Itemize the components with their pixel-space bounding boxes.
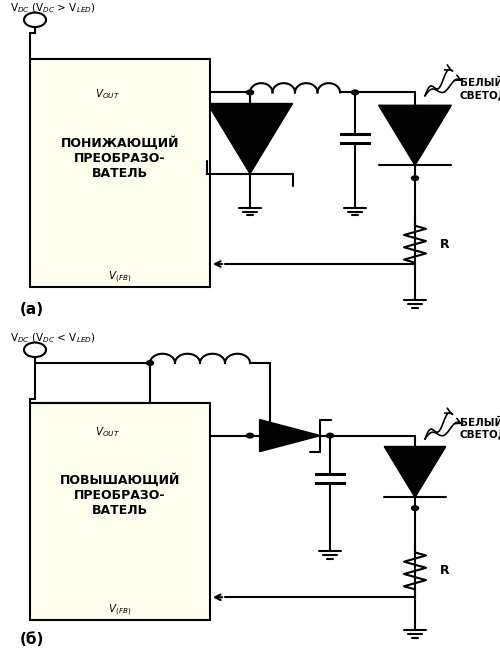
Circle shape	[146, 360, 154, 366]
Text: V$_{OUT}$: V$_{OUT}$	[95, 426, 120, 439]
Polygon shape	[384, 446, 446, 498]
Circle shape	[246, 433, 254, 438]
Text: БЕЛЫЙ
СВЕТОДИОД: БЕЛЫЙ СВЕТОДИОД	[460, 418, 500, 440]
Text: V$_{DC}$ (V$_{DC}$ > V$_{LED}$): V$_{DC}$ (V$_{DC}$ > V$_{LED}$)	[10, 1, 96, 15]
Text: R: R	[440, 238, 450, 251]
Text: V$_{(FB)}$: V$_{(FB)}$	[108, 269, 132, 285]
Polygon shape	[260, 420, 320, 451]
Text: (а): (а)	[20, 302, 44, 317]
Circle shape	[352, 90, 358, 94]
Text: V$_{(FB)}$: V$_{(FB)}$	[108, 603, 132, 618]
Circle shape	[326, 433, 334, 438]
Polygon shape	[378, 105, 452, 166]
Text: V$_{OUT}$: V$_{OUT}$	[95, 87, 120, 101]
Circle shape	[412, 176, 418, 180]
Text: ПОВЫШАЮЩИЙ
ПРЕОБРАЗО-
ВАТЕЛЬ: ПОВЫШАЮЩИЙ ПРЕОБРАЗО- ВАТЕЛЬ	[60, 473, 180, 517]
Bar	[30, 403, 210, 620]
Bar	[30, 59, 210, 287]
Text: V$_{DC}$ (V$_{DC}$ < V$_{LED}$): V$_{DC}$ (V$_{DC}$ < V$_{LED}$)	[10, 331, 96, 345]
Polygon shape	[208, 104, 292, 174]
Text: ПОНИЖАЮЩИЙ
ПРЕОБРАЗО-
ВАТЕЛЬ: ПОНИЖАЮЩИЙ ПРЕОБРАЗО- ВАТЕЛЬ	[61, 137, 179, 180]
Circle shape	[412, 506, 418, 511]
Text: БЕЛЫЙ
СВЕТОДИОД: БЕЛЫЙ СВЕТОДИОД	[460, 79, 500, 100]
Text: (б): (б)	[20, 632, 44, 647]
Circle shape	[246, 90, 254, 94]
Text: R: R	[440, 564, 450, 578]
